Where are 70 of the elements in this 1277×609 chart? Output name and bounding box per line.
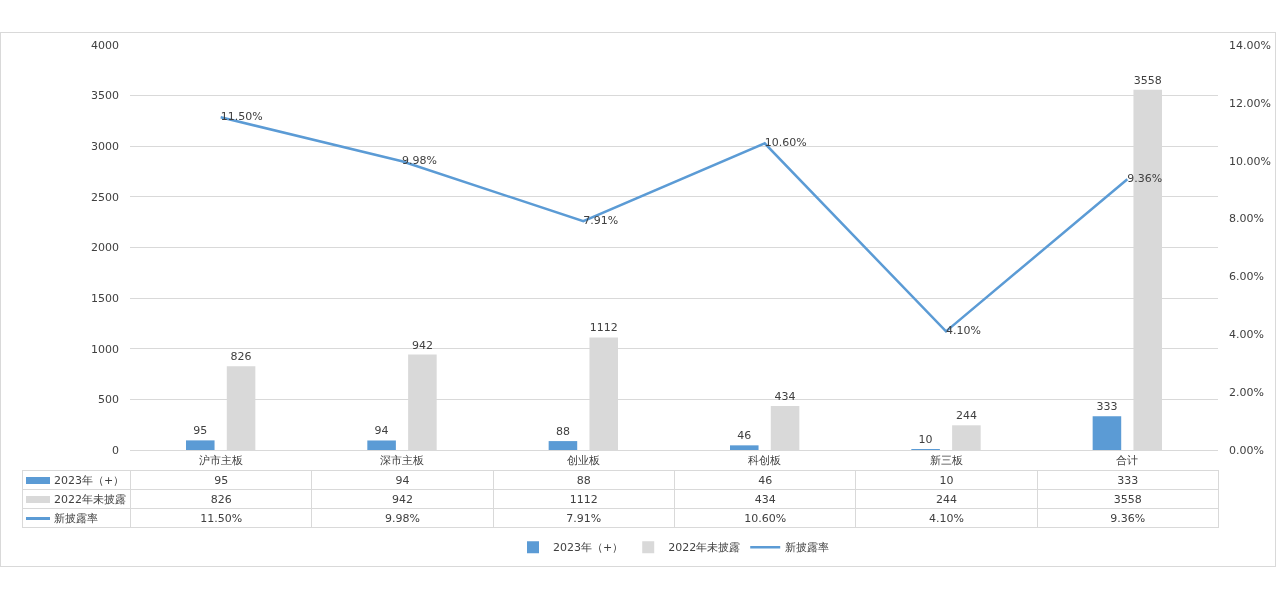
text: 9.36% bbox=[1127, 171, 1163, 185]
text: 7.91% bbox=[583, 213, 619, 227]
y2-tick-label: 2.00% bbox=[1229, 385, 1264, 399]
x-tick-label: 深市主板 bbox=[380, 454, 424, 468]
data-label: 10.60% bbox=[674, 508, 856, 528]
text: 46 bbox=[737, 429, 752, 443]
data-label: 333 bbox=[1037, 470, 1219, 490]
text: 826 bbox=[230, 350, 252, 364]
bar bbox=[548, 441, 578, 450]
y-tick-label: 3500 bbox=[91, 89, 119, 103]
text: 10.60% bbox=[764, 136, 807, 150]
text: 244 bbox=[955, 409, 977, 423]
x-tick-label: 科创板 bbox=[748, 454, 782, 468]
x-tick-label: 创业板 bbox=[566, 454, 600, 468]
data-label: 4.10% bbox=[855, 508, 1038, 528]
legend-label: 2023年（+） bbox=[22, 470, 131, 490]
y2-tick-label: 0.00% bbox=[1229, 443, 1264, 457]
data-label: 942 bbox=[311, 489, 494, 509]
text: 1112 bbox=[589, 321, 618, 335]
text: 94 bbox=[374, 424, 389, 438]
text: 11.50% bbox=[220, 110, 263, 124]
y-tick-label: 500 bbox=[98, 393, 119, 407]
data-label: 434 bbox=[674, 489, 856, 509]
text: 新披露率 bbox=[54, 511, 98, 525]
bar bbox=[185, 440, 215, 450]
x-tick-label: 新三板 bbox=[929, 454, 963, 468]
y-tick-label: 4000 bbox=[91, 38, 119, 52]
x-tick-label: 合计 bbox=[1116, 454, 1139, 468]
data-label: 95 bbox=[130, 470, 312, 490]
text: 2022年未披露 bbox=[54, 492, 126, 506]
y2-tick-label: 4.00% bbox=[1229, 328, 1264, 342]
data-label: 9.98% bbox=[311, 508, 494, 528]
y2-tick-label: 6.00% bbox=[1229, 270, 1264, 284]
bar bbox=[1092, 416, 1122, 450]
data-label: 244 bbox=[855, 489, 1038, 509]
text: 333 bbox=[1096, 400, 1118, 414]
bar bbox=[367, 440, 396, 450]
text: 88 bbox=[555, 425, 570, 439]
data-label: 46 bbox=[674, 470, 856, 490]
text: 10 bbox=[918, 432, 933, 446]
y-tick-label: 3000 bbox=[91, 140, 119, 154]
y-tick-label: 2500 bbox=[91, 190, 119, 204]
legend-label: 2022年未披露 bbox=[668, 541, 741, 555]
y2-tick-label: 8.00% bbox=[1229, 212, 1264, 226]
y2-tick-label: 14.00% bbox=[1229, 38, 1271, 52]
text: 2023年（+） bbox=[553, 541, 624, 555]
data-label: 10 bbox=[855, 470, 1038, 490]
y2-tick-label: 10.00% bbox=[1229, 154, 1271, 168]
y-tick-label: 1000 bbox=[91, 342, 119, 356]
data-label: 94 bbox=[311, 470, 494, 490]
text: 434 bbox=[774, 390, 796, 404]
legend-label: 新披露率 bbox=[785, 541, 830, 555]
y-tick-label: 0 bbox=[112, 443, 119, 457]
y2-tick-label: 12.00% bbox=[1229, 96, 1271, 110]
data-label: 1112 bbox=[493, 489, 675, 509]
y-tick-label: 2000 bbox=[91, 241, 119, 255]
bar bbox=[729, 445, 759, 450]
data-label: 11.50% bbox=[130, 508, 312, 528]
data-label: 88 bbox=[493, 470, 675, 490]
text: 3558 bbox=[1133, 73, 1162, 87]
text: 942 bbox=[411, 338, 433, 352]
x-tick-label: 沪市主板 bbox=[198, 454, 243, 468]
data-label: 826 bbox=[130, 489, 312, 509]
text: 4.10% bbox=[946, 324, 981, 338]
data-label: 7.91% bbox=[493, 508, 675, 528]
data-label: 3558 bbox=[1037, 489, 1219, 509]
text: 95 bbox=[193, 424, 208, 438]
text: 9.98% bbox=[402, 154, 437, 168]
data-label: 9.36% bbox=[1037, 508, 1219, 528]
y-tick-label: 1500 bbox=[91, 291, 119, 305]
